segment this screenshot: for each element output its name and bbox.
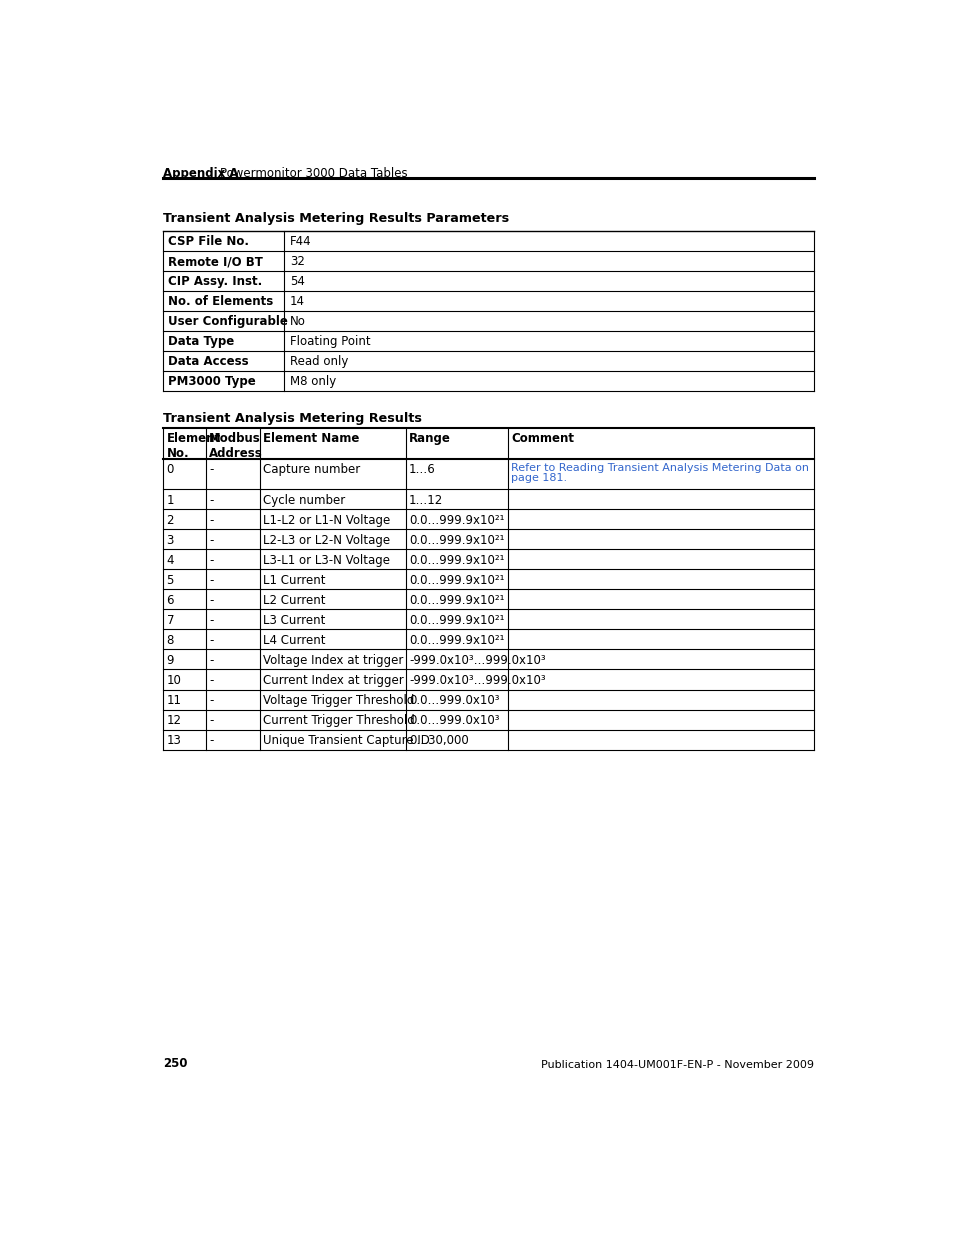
Text: -: -	[209, 574, 213, 587]
Text: Transient Analysis Metering Results: Transient Analysis Metering Results	[163, 412, 422, 425]
Text: 7: 7	[167, 614, 173, 627]
Text: CSP File No.: CSP File No.	[168, 235, 249, 248]
Text: Read only: Read only	[290, 356, 348, 368]
Text: -999.0x10³…999.0x10³: -999.0x10³…999.0x10³	[409, 674, 545, 687]
Text: CIP Assy. Inst.: CIP Assy. Inst.	[168, 275, 262, 288]
Text: L2-L3 or L2-N Voltage: L2-L3 or L2-N Voltage	[263, 534, 390, 547]
Text: 0.0…999.0x10³: 0.0…999.0x10³	[409, 694, 499, 708]
Text: 10: 10	[167, 674, 181, 687]
Text: Current Trigger Threshold: Current Trigger Threshold	[263, 714, 415, 727]
Text: L2 Current: L2 Current	[263, 594, 326, 608]
Text: -: -	[209, 674, 213, 687]
Text: 4: 4	[167, 555, 173, 567]
Text: 0.0…999.9x10²¹: 0.0…999.9x10²¹	[409, 634, 504, 647]
Text: -: -	[209, 494, 213, 506]
Text: Capture number: Capture number	[263, 463, 360, 477]
Text: Data Access: Data Access	[168, 356, 249, 368]
Text: L3-L1 or L3-N Voltage: L3-L1 or L3-N Voltage	[263, 555, 390, 567]
Text: Element
No.: Element No.	[167, 431, 220, 459]
Text: -: -	[209, 463, 213, 477]
Text: 1…6: 1…6	[409, 463, 436, 477]
Text: F44: F44	[290, 235, 311, 248]
Text: 1…12: 1…12	[409, 494, 443, 506]
Text: 0.0…999.9x10²¹: 0.0…999.9x10²¹	[409, 534, 504, 547]
Text: Transient Analysis Metering Results Parameters: Transient Analysis Metering Results Para…	[163, 212, 509, 225]
Text: 0.0…999.9x10²¹: 0.0…999.9x10²¹	[409, 614, 504, 627]
Text: 14: 14	[290, 295, 304, 309]
Text: Powermonitor 3000 Data Tables: Powermonitor 3000 Data Tables	[220, 168, 407, 180]
Text: M8 only: M8 only	[290, 375, 335, 388]
Text: -: -	[209, 555, 213, 567]
Text: Modbus
Address: Modbus Address	[209, 431, 263, 459]
Text: -: -	[209, 734, 213, 747]
Text: No: No	[290, 315, 305, 329]
Text: 8: 8	[167, 634, 173, 647]
Text: 0.0…999.9x10²¹: 0.0…999.9x10²¹	[409, 514, 504, 527]
Text: 0.0…999.0x10³: 0.0…999.0x10³	[409, 714, 499, 727]
Text: L1-L2 or L1-N Voltage: L1-L2 or L1-N Voltage	[263, 514, 390, 527]
Text: L4 Current: L4 Current	[263, 634, 326, 647]
Text: -: -	[209, 614, 213, 627]
Text: 0.0…999.9x10²¹: 0.0…999.9x10²¹	[409, 594, 504, 608]
Text: 12: 12	[167, 714, 181, 727]
Text: Range: Range	[409, 431, 451, 445]
Text: 32: 32	[290, 256, 304, 268]
Text: Floating Point: Floating Point	[290, 336, 370, 348]
Text: Remote I/O BT: Remote I/O BT	[168, 256, 263, 268]
Text: Voltage Trigger Threshold: Voltage Trigger Threshold	[263, 694, 415, 708]
Text: Current Index at trigger: Current Index at trigger	[263, 674, 404, 687]
Text: 11: 11	[167, 694, 181, 708]
Text: 13: 13	[167, 734, 181, 747]
Text: 0.0…999.9x10²¹: 0.0…999.9x10²¹	[409, 574, 504, 587]
Text: -: -	[209, 655, 213, 667]
Text: L3 Current: L3 Current	[263, 614, 325, 627]
Text: 54: 54	[290, 275, 304, 288]
Text: 250: 250	[163, 1057, 188, 1070]
Text: 3: 3	[167, 534, 173, 547]
Text: -: -	[209, 714, 213, 727]
Text: -: -	[209, 634, 213, 647]
Text: -: -	[209, 594, 213, 608]
Text: -: -	[209, 694, 213, 708]
Text: Data Type: Data Type	[168, 336, 234, 348]
Text: page 181.: page 181.	[511, 473, 567, 483]
Text: Voltage Index at trigger: Voltage Index at trigger	[263, 655, 403, 667]
Text: Publication 1404-UM001F-EN-P - November 2009: Publication 1404-UM001F-EN-P - November …	[541, 1060, 814, 1070]
Text: Comment: Comment	[511, 431, 574, 445]
Text: 0: 0	[167, 463, 173, 477]
Text: 2: 2	[167, 514, 173, 527]
Text: PM3000 Type: PM3000 Type	[168, 375, 255, 388]
Text: Refer to Reading Transient Analysis Metering Data on: Refer to Reading Transient Analysis Mete…	[511, 463, 808, 473]
Text: Appendix A: Appendix A	[163, 168, 238, 180]
Text: No. of Elements: No. of Elements	[168, 295, 274, 309]
Text: User Configurable: User Configurable	[168, 315, 288, 329]
Text: L1 Current: L1 Current	[263, 574, 326, 587]
Text: -: -	[209, 534, 213, 547]
Text: -999.0x10³…999.0x10³: -999.0x10³…999.0x10³	[409, 655, 545, 667]
Text: Element Name: Element Name	[263, 431, 359, 445]
Text: 0.0…999.9x10²¹: 0.0…999.9x10²¹	[409, 555, 504, 567]
Text: Cycle number: Cycle number	[263, 494, 345, 506]
Text: 9: 9	[167, 655, 173, 667]
Text: 5: 5	[167, 574, 173, 587]
Text: 6: 6	[167, 594, 173, 608]
Text: Unique Transient Capture ID: Unique Transient Capture ID	[263, 734, 430, 747]
Text: 0…30,000: 0…30,000	[409, 734, 468, 747]
Text: 1: 1	[167, 494, 173, 506]
Text: -: -	[209, 514, 213, 527]
